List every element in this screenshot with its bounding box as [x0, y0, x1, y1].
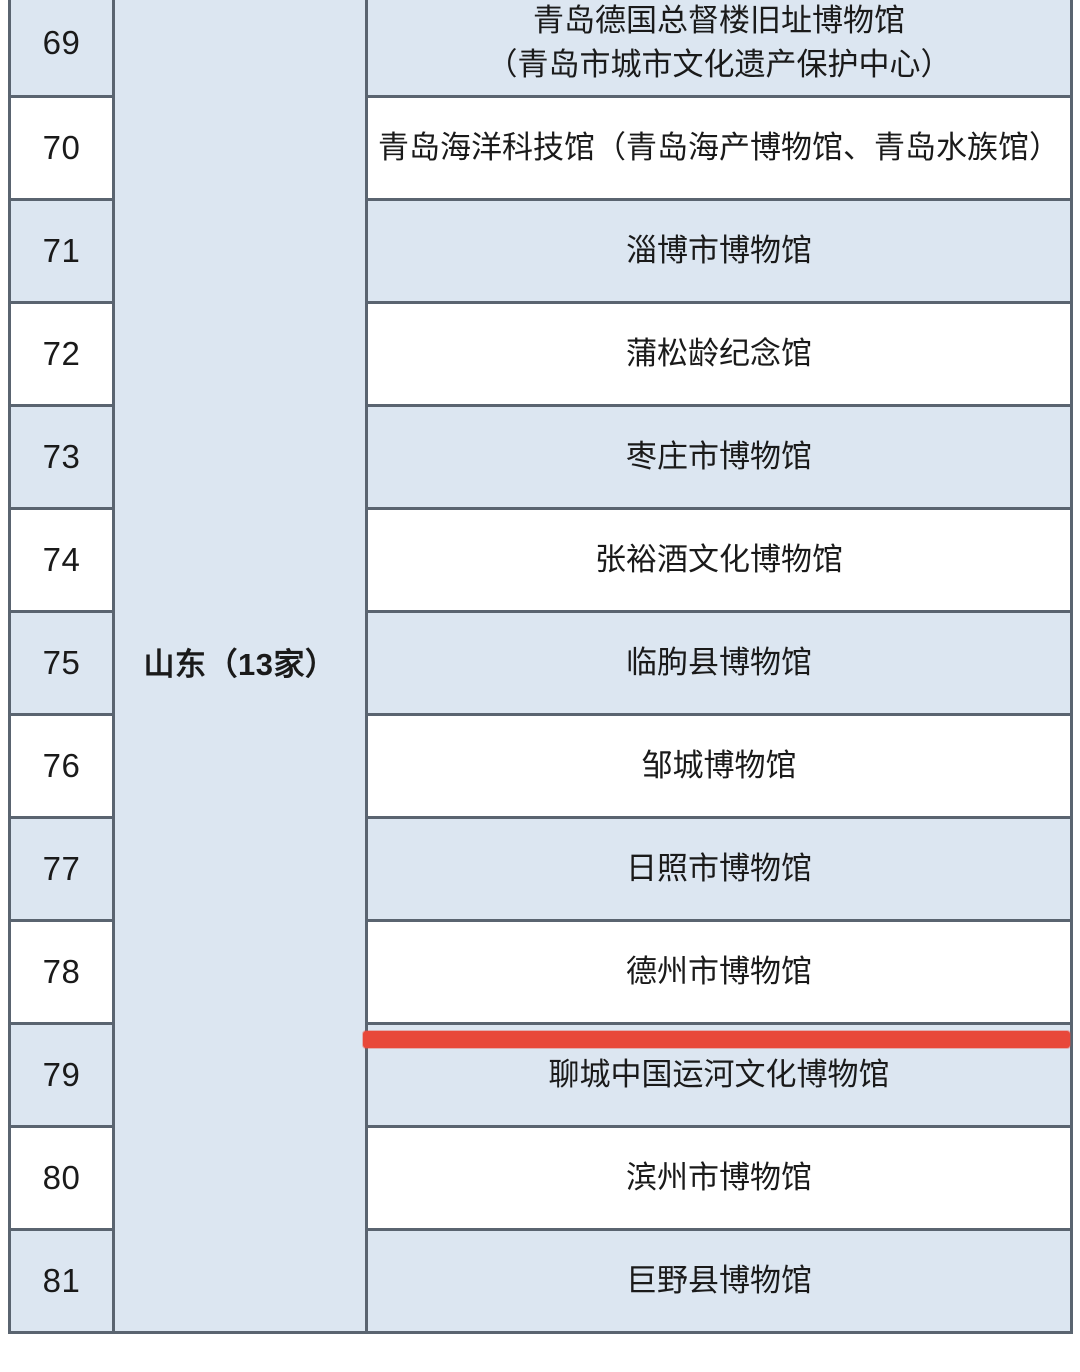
museum-name-cell: 临朐县博物馆: [365, 610, 1073, 716]
row-number-cell: 70: [8, 95, 115, 201]
row-number-cell: 78: [8, 919, 115, 1025]
museum-name-cell: 青岛德国总督楼旧址博物馆 （青岛市城市文化遗产保护中心）: [365, 0, 1073, 98]
row-number-cell: 80: [8, 1125, 115, 1231]
museum-list-table-wrapper: 69 山东（13家） 青岛德国总督楼旧址博物馆 （青岛市城市文化遗产保护中心） …: [8, 0, 1073, 1334]
row-number-cell: 81: [8, 1228, 115, 1334]
museum-name-cell: 德州市博物馆: [365, 919, 1073, 1025]
row-number-cell: 76: [8, 713, 115, 819]
row-number-cell: 69: [8, 0, 115, 98]
museum-name-cell: 淄博市博物馆: [365, 198, 1073, 304]
row-number-cell: 74: [8, 507, 115, 613]
row-number-cell: 79: [8, 1022, 115, 1128]
museum-name-line-1: 青岛德国总督楼旧址博物馆: [533, 2, 905, 38]
table-row[interactable]: 76 邹城博物馆: [8, 713, 1073, 819]
table-row[interactable]: 70 青岛海洋科技馆（青岛海产博物馆、青岛水族馆）: [8, 95, 1073, 201]
museum-name-cell: 巨野县博物馆: [365, 1228, 1073, 1334]
museum-name-line-2: （青岛市城市文化遗产保护中心）: [486, 47, 952, 82]
province-group-label: 山东（13家）: [143, 646, 337, 682]
table-row-highlighted[interactable]: 78 德州市博物馆: [8, 919, 1073, 1025]
table-row[interactable]: 77 日照市博物馆: [8, 816, 1073, 922]
table-row[interactable]: 75 临朐县博物馆: [8, 610, 1073, 716]
museum-name-cell: 滨州市博物馆: [365, 1125, 1073, 1231]
museum-name-cell: 青岛海洋科技馆（青岛海产博物馆、青岛水族馆）: [365, 95, 1073, 201]
table-row[interactable]: 81 巨野县博物馆: [8, 1228, 1073, 1334]
table-body: 69 山东（13家） 青岛德国总督楼旧址博物馆 （青岛市城市文化遗产保护中心） …: [8, 0, 1073, 1334]
row-number-cell: 77: [8, 816, 115, 922]
table-row[interactable]: 73 枣庄市博物馆: [8, 404, 1073, 510]
row-number-cell: 75: [8, 610, 115, 716]
row-number-cell: 72: [8, 301, 115, 407]
table-row[interactable]: 80 滨州市博物馆: [8, 1125, 1073, 1231]
red-highlight-marker: [363, 1031, 1070, 1048]
museum-name-cell: 张裕酒文化博物馆: [365, 507, 1073, 613]
row-number-cell: 73: [8, 404, 115, 510]
table-row[interactable]: 72 蒲松龄纪念馆: [8, 301, 1073, 407]
table-row[interactable]: 74 张裕酒文化博物馆: [8, 507, 1073, 613]
museum-list-table: 69 山东（13家） 青岛德国总督楼旧址博物馆 （青岛市城市文化遗产保护中心） …: [8, 0, 1073, 1334]
museum-name-cell: 蒲松龄纪念馆: [365, 301, 1073, 407]
museum-name-cell: 枣庄市博物馆: [365, 404, 1073, 510]
table-row[interactable]: 71 淄博市博物馆: [8, 198, 1073, 304]
table-row[interactable]: 69 山东（13家） 青岛德国总督楼旧址博物馆 （青岛市城市文化遗产保护中心）: [8, 0, 1073, 1334]
museum-name-cell: 日照市博物馆: [365, 816, 1073, 922]
province-group-cell: 山东（13家）: [112, 0, 368, 1334]
row-number-cell: 71: [8, 198, 115, 304]
museum-name-cell: 邹城博物馆: [365, 713, 1073, 819]
